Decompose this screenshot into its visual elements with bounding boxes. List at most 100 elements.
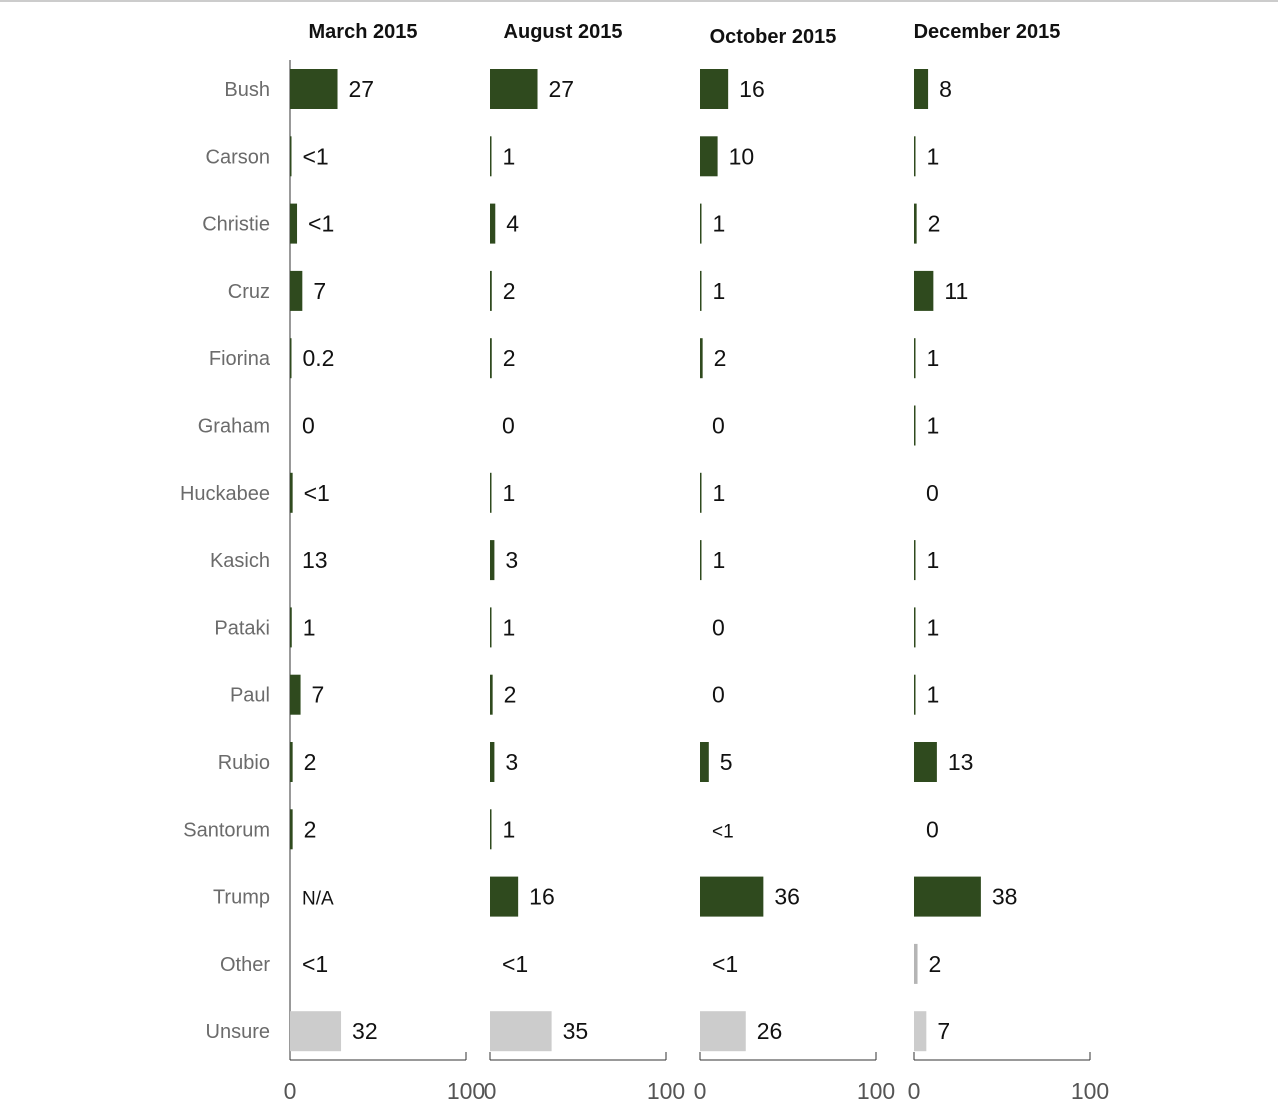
bar-christie xyxy=(490,203,496,244)
value-label-other: <1 xyxy=(302,951,328,977)
value-label-kasich: 1 xyxy=(713,547,726,573)
value-label-rubio: 3 xyxy=(505,749,518,775)
bar-bush xyxy=(290,69,338,109)
bar-trump xyxy=(914,876,981,917)
category-label-carson: Carson xyxy=(206,146,270,168)
panel-title: March 2015 xyxy=(309,21,418,43)
bar-rubio xyxy=(290,742,293,782)
bar-pataki xyxy=(290,607,292,648)
bar-huckabee xyxy=(700,472,702,513)
category-label-paul: Paul xyxy=(230,685,270,707)
x-tick-label-100: 100 xyxy=(857,1078,895,1104)
value-label-huckabee: 0 xyxy=(926,480,939,506)
value-label-rubio: 13 xyxy=(948,749,974,775)
value-label-trump: N/A xyxy=(302,889,334,910)
value-label-kasich: 1 xyxy=(927,547,940,573)
category-label-christie: Christie xyxy=(202,214,270,236)
value-label-unsure: 7 xyxy=(937,1018,950,1044)
bar-rubio xyxy=(700,742,709,782)
bar-pataki xyxy=(914,607,916,648)
panel-august-2015: August 2015 27 1 4 2 2 0 1 3 1 2 3 1 16 <1 35 0 100 xyxy=(484,21,686,1104)
bar-santorum xyxy=(290,809,293,850)
value-label-paul: 7 xyxy=(312,682,325,708)
bar-fiorina xyxy=(914,338,916,379)
value-label-cruz: 2 xyxy=(503,278,516,304)
value-label-cruz: 1 xyxy=(713,278,726,304)
value-label-other: <1 xyxy=(502,951,528,977)
bar-rubio xyxy=(914,742,937,782)
bar-fiorina xyxy=(700,338,703,379)
x-tick-label-0: 0 xyxy=(284,1078,297,1104)
bar-bush xyxy=(914,69,929,109)
bar-carson xyxy=(290,136,292,177)
bar-graham xyxy=(914,405,916,446)
value-label-trump: 38 xyxy=(992,884,1018,910)
value-label-other: <1 xyxy=(712,951,738,977)
value-label-paul: 1 xyxy=(927,682,940,708)
bar-carson xyxy=(490,136,492,177)
bar-fiorina xyxy=(290,338,292,379)
value-label-cruz: 11 xyxy=(944,278,968,304)
category-label-pataki: Pataki xyxy=(214,617,270,639)
value-label-other: 2 xyxy=(929,951,942,977)
bar-pataki xyxy=(490,607,492,648)
bar-unsure xyxy=(914,1011,927,1052)
bar-fiorina xyxy=(490,338,492,379)
value-label-christie: 1 xyxy=(713,211,726,237)
bar-cruz xyxy=(290,270,303,311)
value-label-bush: 8 xyxy=(939,76,952,102)
value-label-bush: 27 xyxy=(549,76,575,102)
bar-kasich xyxy=(490,540,495,581)
value-label-christie: 4 xyxy=(506,211,519,237)
bar-rubio xyxy=(490,742,495,782)
bar-paul xyxy=(290,674,301,715)
value-label-fiorina: 2 xyxy=(503,345,516,371)
bar-christie xyxy=(700,203,702,244)
value-label-kasich: 13 xyxy=(302,547,328,573)
value-label-fiorina: 1 xyxy=(927,345,940,371)
bar-huckabee xyxy=(290,472,293,513)
bar-santorum xyxy=(490,809,492,850)
panel-march-2015: March 2015 27 <1 <1 7 0.2 0 <1 13 1 7 2 2 N/A <1 32 0 100 xyxy=(284,21,486,1104)
value-label-fiorina: 2 xyxy=(714,345,727,371)
x-tick-label-0: 0 xyxy=(484,1078,497,1104)
panel-title: August 2015 xyxy=(504,21,623,43)
value-label-kasich: 3 xyxy=(505,547,518,573)
category-label-huckabee: Huckabee xyxy=(180,483,270,505)
bar-cruz xyxy=(490,270,492,311)
value-label-paul: 2 xyxy=(504,682,517,708)
bar-kasich xyxy=(700,540,702,581)
category-label-trump: Trump xyxy=(213,887,270,909)
bar-kasich xyxy=(914,540,916,581)
value-label-carson: 1 xyxy=(503,143,516,169)
x-tick-label-100: 100 xyxy=(1071,1078,1109,1104)
bar-cruz xyxy=(700,270,702,311)
value-label-trump: 36 xyxy=(774,884,800,910)
value-label-pataki: 1 xyxy=(303,614,316,640)
bar-cruz xyxy=(914,270,934,311)
category-label-bush: Bush xyxy=(224,79,270,101)
value-label-carson: 10 xyxy=(729,143,755,169)
bar-carson xyxy=(700,136,718,177)
bar-unsure xyxy=(490,1011,552,1052)
value-label-bush: 16 xyxy=(739,76,765,102)
value-label-graham: 1 xyxy=(927,413,940,439)
bar-christie xyxy=(290,203,298,244)
value-label-pataki: 0 xyxy=(712,614,725,640)
x-tick-label-0: 0 xyxy=(908,1078,921,1104)
bar-trump xyxy=(700,876,764,917)
value-label-christie: 2 xyxy=(928,211,941,237)
bar-trump xyxy=(490,876,519,917)
bar-bush xyxy=(700,69,729,109)
panel-title: October 2015 xyxy=(710,26,837,48)
panel-title: December 2015 xyxy=(914,21,1061,43)
value-label-bush: 27 xyxy=(349,76,375,102)
category-label-santorum: Santorum xyxy=(183,819,270,841)
bar-paul xyxy=(490,674,493,715)
value-label-santorum: 2 xyxy=(304,816,317,842)
category-label-fiorina: Fiorina xyxy=(209,348,271,370)
value-label-unsure: 35 xyxy=(563,1018,589,1044)
